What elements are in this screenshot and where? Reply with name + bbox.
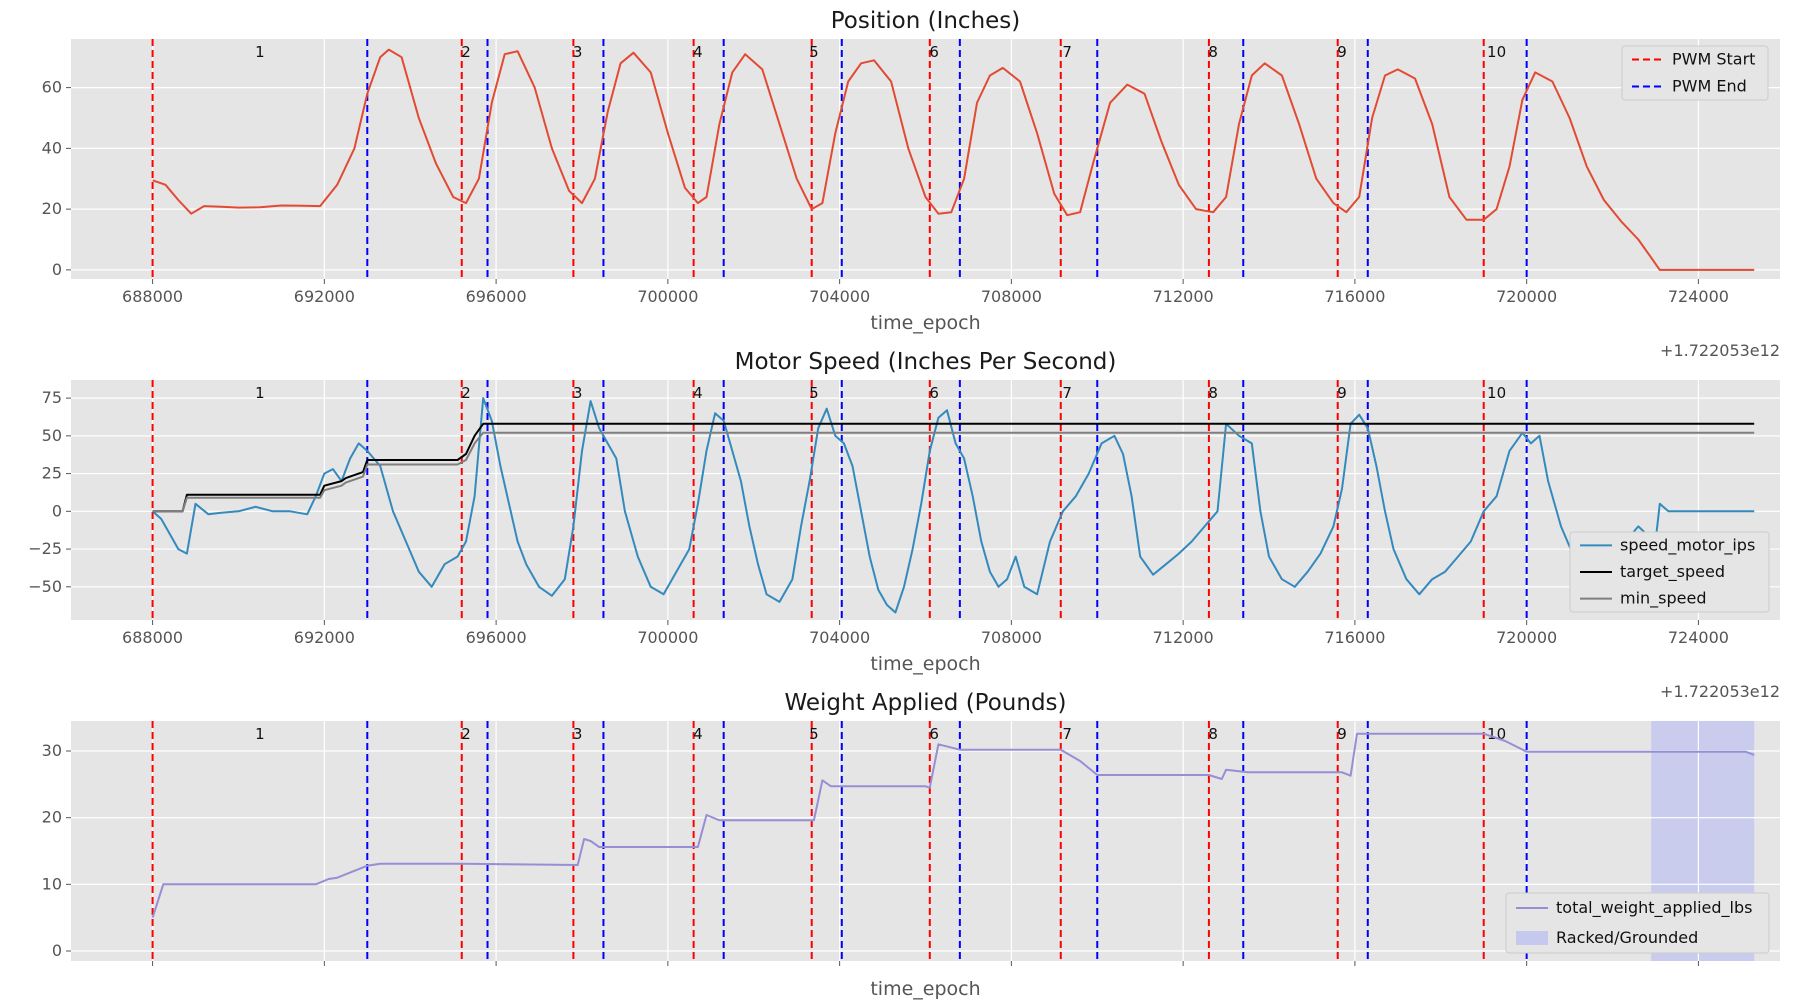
speed-x-tick-label: 688000: [122, 628, 183, 647]
speed-x-tick-label: 712000: [1153, 628, 1214, 647]
speed-x-tick-label: 724000: [1668, 628, 1729, 647]
weight-rep-label: 2: [461, 725, 471, 743]
position-rep-label: 8: [1208, 43, 1218, 61]
weight-rep-label: 7: [1062, 725, 1072, 743]
speed-y-tick-label: −25: [28, 539, 62, 558]
weight-legend-label: Racked/Grounded: [1556, 928, 1698, 947]
weight-y-tick-label: 0: [52, 941, 62, 960]
position-x-tick-label: 700000: [637, 287, 698, 306]
position-rep-label: 5: [809, 43, 819, 61]
speed-legend-label: min_speed: [1620, 589, 1707, 609]
weight-rep-label: 9: [1337, 725, 1347, 743]
position-rep-label: 9: [1337, 43, 1347, 61]
speed-legend-label: speed_motor_ips: [1620, 535, 1755, 555]
weight-y-tick-label: 10: [42, 874, 62, 893]
position-legend-label: PWM End: [1672, 77, 1747, 96]
position-x-tick-label: 696000: [466, 287, 527, 306]
position-x-tick-label: 712000: [1153, 287, 1214, 306]
position-x-tick-label: 704000: [809, 287, 870, 306]
weight-x-axis-label: time_epoch: [870, 978, 980, 1000]
speed-y-tick-label: 75: [42, 388, 62, 407]
position-rep-label: 7: [1062, 43, 1072, 61]
position-rep-label: 6: [929, 43, 939, 61]
position-series-position: [152, 48, 1755, 271]
speed-x-tick-label: 700000: [637, 628, 698, 647]
speed-x-tick-label: 720000: [1496, 628, 1557, 647]
speed-rep-label: 2: [461, 384, 471, 402]
speed-x-axis-label: time_epoch: [870, 653, 980, 675]
speed-rep-label: 3: [573, 384, 583, 402]
weight-series-total-weight-applied-lbs: [151, 732, 1755, 919]
speed-y-tick-label: −50: [28, 577, 62, 596]
speed-x-tick-label: 704000: [809, 628, 870, 647]
weight-rep-label: 5: [809, 725, 819, 743]
weight-legend-label: total_weight_applied_lbs: [1556, 898, 1752, 918]
speed-legend: speed_motor_ips target_speed min_speed: [1569, 531, 1770, 613]
speed-rep-label: 6: [929, 384, 939, 402]
position-rep-label: 2: [461, 43, 471, 61]
speed-x-offset-label: +1.722053e12: [1660, 682, 1780, 701]
position-rep-label: 1: [255, 43, 265, 61]
position-plot-area: [71, 39, 1780, 279]
weight-legend: total_weight_applied_lbs Racked/Grounded: [1505, 892, 1770, 954]
weight-y-tick-label: 20: [42, 808, 62, 827]
speed-y-tick-label: 0: [52, 501, 62, 520]
speed-panel: Motor Speed (Inches Per Second)−50−25025…: [28, 349, 1780, 701]
weight-rep-label: 3: [573, 725, 583, 743]
speed-rep-label: 4: [693, 384, 703, 402]
speed-rep-label: 7: [1062, 384, 1072, 402]
position-x-tick-label: 692000: [294, 287, 355, 306]
speed-legend-label: target_speed: [1620, 562, 1725, 582]
weight-rep-label: 10: [1487, 725, 1506, 743]
weight-y-tick-label: 30: [42, 741, 62, 760]
weight-title: Weight Applied (Pounds): [784, 690, 1066, 716]
position-x-tick-label: 708000: [981, 287, 1042, 306]
speed-title: Motor Speed (Inches Per Second): [735, 349, 1117, 375]
weight-rep-label: 4: [693, 725, 703, 743]
weight-rep-label: 6: [929, 725, 939, 743]
position-y-tick-label: 60: [42, 78, 62, 97]
position-title: Position (Inches): [831, 8, 1021, 34]
speed-rep-label: 10: [1487, 384, 1506, 402]
position-rep-label: 10: [1487, 43, 1506, 61]
speed-y-tick-label: 50: [42, 426, 62, 445]
position-legend: PWM Start PWM End: [1621, 45, 1769, 101]
position-rep-label: 3: [573, 43, 583, 61]
speed-series-min-speed: [152, 431, 1755, 513]
position-y-tick-label: 0: [52, 260, 62, 279]
position-y-tick-label: 40: [42, 138, 62, 157]
speed-x-tick-label: 716000: [1324, 628, 1385, 647]
position-x-offset-label: +1.722053e12: [1660, 341, 1780, 360]
speed-series-speed-motor-ips: [151, 397, 1755, 614]
position-x-axis-label: time_epoch: [870, 312, 980, 334]
position-x-tick-label: 720000: [1496, 287, 1557, 306]
position-x-tick-label: 724000: [1668, 287, 1729, 306]
position-rep-label: 4: [693, 43, 703, 61]
position-x-tick-label: 688000: [122, 287, 183, 306]
position-legend-label: PWM Start: [1672, 50, 1755, 69]
speed-rep-label: 5: [809, 384, 819, 402]
weight-legend-swatch: [1516, 931, 1548, 945]
speed-legend-box: [1569, 531, 1770, 613]
speed-rep-label: 8: [1208, 384, 1218, 402]
position-panel: Position (Inches) 0 20 40 60 688000 692000 6960…: [42, 8, 1780, 360]
speed-series-target-speed: [152, 422, 1755, 513]
speed-plot-area: [71, 380, 1780, 620]
speed-rep-label: 1: [255, 384, 265, 402]
speed-x-tick-label: 708000: [981, 628, 1042, 647]
speed-y-tick-label: 25: [42, 464, 62, 483]
speed-x-tick-label: 696000: [466, 628, 527, 647]
weight-plot-area: [71, 721, 1780, 961]
weight-rep-label: 1: [255, 725, 265, 743]
weight-legend-box: [1505, 892, 1770, 954]
speed-x-tick-label: 692000: [294, 628, 355, 647]
speed-rep-label: 9: [1337, 384, 1347, 402]
position-x-tick-label: 716000: [1324, 287, 1385, 306]
weight-rep-label: 8: [1208, 725, 1218, 743]
weight-panel: Weight Applied (Pounds) 0 10 20 30 time_epoch…: [42, 690, 1780, 1000]
position-y-tick-label: 20: [42, 199, 62, 218]
